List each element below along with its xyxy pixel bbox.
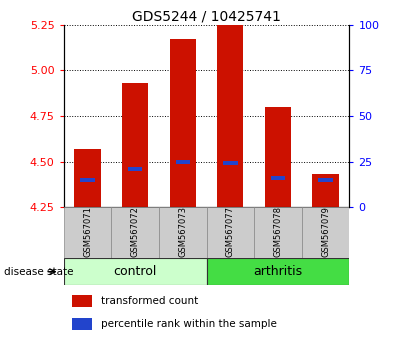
Bar [254, 207, 302, 258]
Bar [64, 258, 206, 285]
Title: GDS5244 / 10425741: GDS5244 / 10425741 [132, 10, 281, 24]
Bar [302, 207, 349, 258]
Bar [111, 207, 159, 258]
Bar [271, 176, 285, 180]
Bar [74, 149, 101, 207]
Text: GSM567072: GSM567072 [131, 206, 140, 257]
Bar [159, 207, 206, 258]
Text: percentile rank within the sample: percentile rank within the sample [101, 319, 277, 329]
Text: transformed count: transformed count [101, 296, 198, 306]
Bar [64, 207, 111, 258]
Bar [128, 167, 142, 171]
Bar [175, 160, 190, 164]
Text: GSM567073: GSM567073 [178, 206, 187, 257]
Bar [206, 258, 349, 285]
Text: GSM567077: GSM567077 [226, 206, 235, 257]
Bar [72, 319, 92, 330]
Bar [122, 83, 148, 207]
Bar [72, 295, 92, 307]
Bar [223, 161, 238, 165]
Text: GSM567078: GSM567078 [273, 206, 282, 257]
Bar [206, 207, 254, 258]
Bar [265, 107, 291, 207]
Bar [319, 178, 333, 182]
Text: disease state: disease state [4, 267, 74, 277]
Text: GSM567071: GSM567071 [83, 206, 92, 257]
Bar [217, 25, 243, 207]
Bar [80, 178, 95, 182]
Text: arthritis: arthritis [253, 265, 302, 278]
Bar [312, 174, 339, 207]
Text: control: control [113, 265, 157, 278]
Bar [170, 39, 196, 207]
Text: GSM567079: GSM567079 [321, 206, 330, 257]
